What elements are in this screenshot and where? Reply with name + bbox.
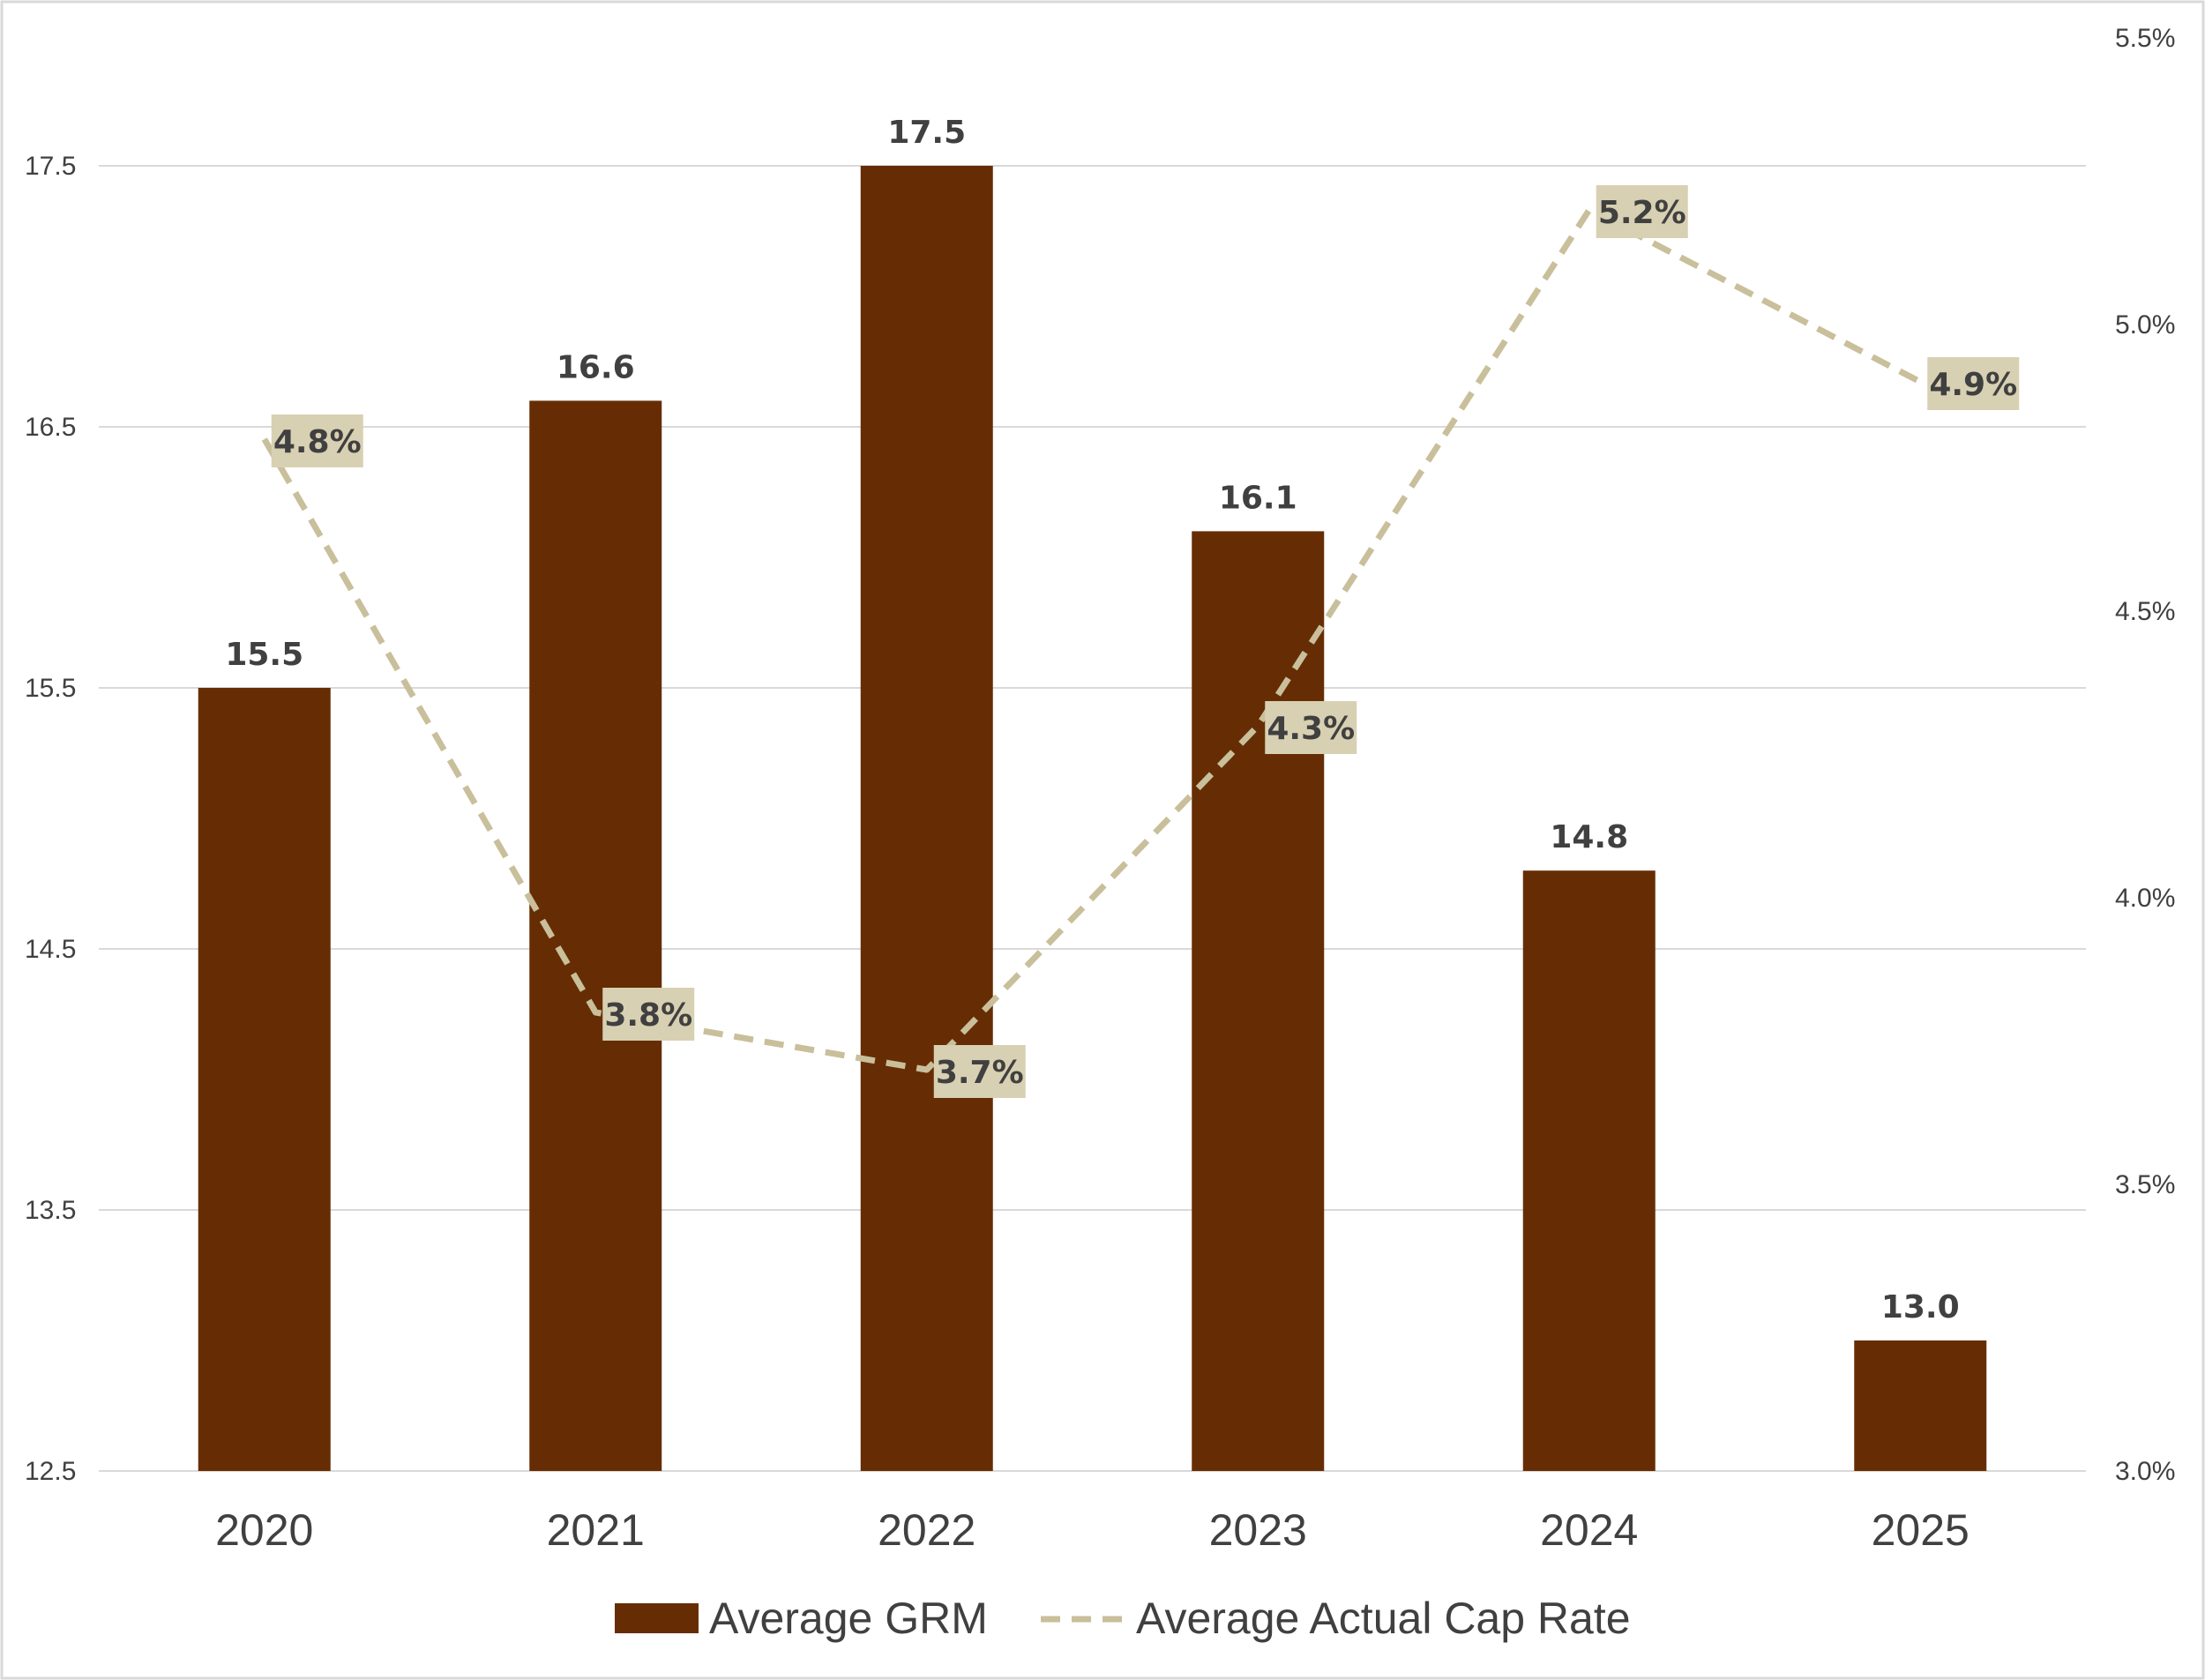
x-category-label: 2020	[215, 1505, 313, 1555]
y-left-tick-label: 14.5	[25, 935, 76, 964]
line-data-label: 4.3%	[1267, 711, 1355, 747]
x-category-label: 2023	[1209, 1505, 1307, 1555]
bar-data-label: 16.6	[557, 349, 635, 385]
bar-data-label: 15.5	[225, 637, 303, 673]
bar	[1192, 531, 1325, 1471]
bar-data-label: 14.8	[1550, 819, 1628, 855]
y-right-tick-label: 5.0%	[2115, 310, 2175, 340]
x-category-label: 2022	[878, 1505, 975, 1555]
line-data-label-box	[1927, 357, 2020, 410]
legend-label-average-grm: Average GRM	[709, 1594, 988, 1643]
labels-layer: 15.5 16.6 17.5 16.1 14.8 13.0 4.8% 3.8% 3.7% 4.3%…	[225, 115, 2020, 1325]
y-left-tick-label: 17.5	[25, 152, 76, 181]
bar	[1854, 1340, 1987, 1471]
line-data-label-box	[933, 1045, 1026, 1098]
y-right-tick-label: 5.5%	[2115, 24, 2175, 53]
line-data-label: 4.9%	[1929, 367, 2017, 403]
bar	[198, 688, 331, 1471]
y-left-tick-label: 12.5	[25, 1457, 76, 1486]
x-category-label: 2021	[547, 1505, 645, 1555]
y-right-tick-label: 4.5%	[2115, 597, 2175, 626]
cap-rate-line	[261, 206, 1922, 1073]
line-data-label-box	[1596, 185, 1688, 238]
line-data-label: 3.7%	[936, 1055, 1024, 1091]
y-right-tick-label: 3.5%	[2115, 1170, 2175, 1199]
axes-layer: 12.5 13.5 14.5 15.5 16.5 17.5 3.0% 3.5% 4.0% 4.5%…	[25, 24, 2175, 1555]
legend-layer: Average GRM Average Actual Cap Rate	[615, 1594, 1631, 1643]
legend-label-average-actual-cap-rate: Average Actual Cap Rate	[1136, 1594, 1631, 1643]
line-data-label-box	[602, 988, 695, 1041]
x-category-label: 2024	[1540, 1505, 1638, 1555]
bar-data-label: 17.5	[887, 115, 966, 151]
line-layer	[261, 206, 1922, 1073]
y-left-tick-label: 16.5	[25, 413, 76, 442]
line-data-label: 5.2%	[1598, 195, 1686, 231]
y-left-tick-label: 15.5	[25, 674, 76, 703]
y-left-tick-label: 13.5	[25, 1196, 76, 1225]
y-right-tick-label: 4.0%	[2115, 884, 2175, 913]
bar	[860, 166, 993, 1471]
line-data-label: 3.8%	[604, 997, 692, 1034]
grid-layer	[99, 165, 2086, 1472]
line-data-label-box	[1265, 701, 1357, 754]
bar	[1522, 870, 1656, 1471]
line-data-label-box	[271, 414, 363, 467]
x-category-label: 2025	[1872, 1505, 1970, 1555]
y-right-tick-label: 3.0%	[2115, 1457, 2175, 1486]
bar-data-label: 16.1	[1219, 480, 1297, 516]
line-data-label: 4.8%	[273, 424, 362, 460]
bar-data-label: 13.0	[1881, 1289, 1960, 1325]
legend-swatch-average-grm	[615, 1603, 699, 1633]
